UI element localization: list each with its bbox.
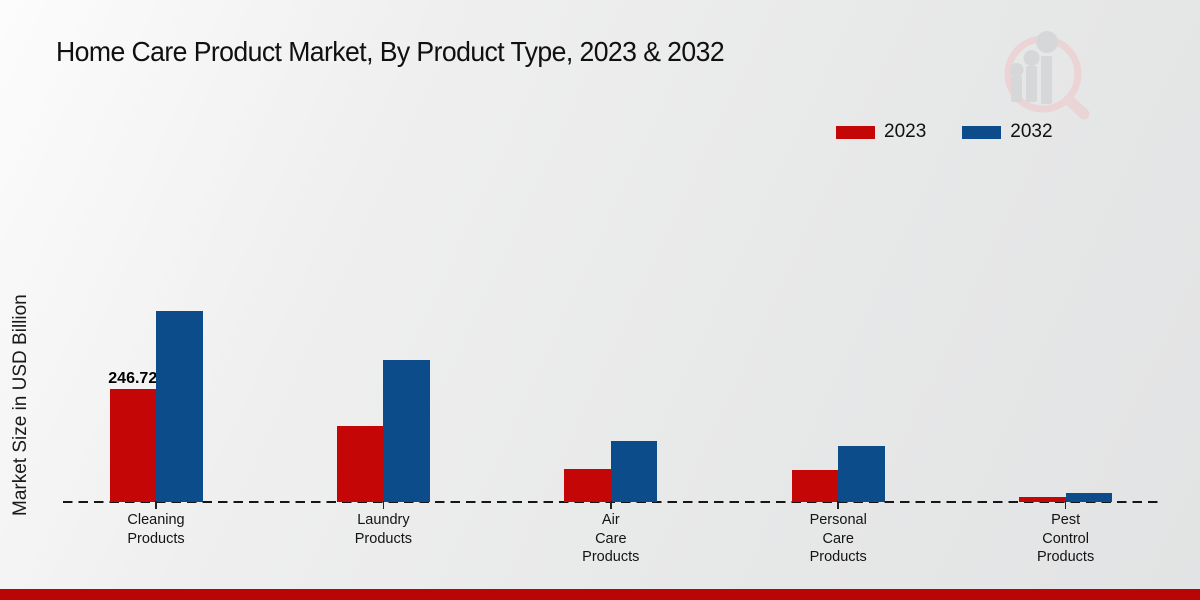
logo-dot-icon [1023, 50, 1040, 66]
bar-2032-air-care-products [610, 440, 658, 502]
page-title: Home Care Product Market, By Product Typ… [56, 36, 725, 67]
bar-2032-personal-care-products [838, 445, 885, 502]
x-axis-tick [155, 501, 157, 509]
bar-2023-cleaning-products [109, 389, 156, 502]
logo-dot-icon [1009, 63, 1024, 77]
logo-dot-icon [1036, 31, 1058, 53]
logo-bar-icon [1026, 66, 1037, 102]
legend-label-2032: 2032 [1010, 121, 1053, 142]
bar-2032-laundry-products [383, 359, 430, 502]
x-axis-tick [1064, 501, 1067, 509]
bar-value-label: 246.72 [108, 370, 158, 388]
x-axis-tick [837, 501, 839, 509]
logo-bar-icon [1041, 56, 1052, 104]
x-axis-category-label: Pest Control Products [1036, 512, 1095, 565]
x-axis-tick [610, 501, 612, 509]
bar-2023-pest-control-products [1019, 497, 1066, 502]
legend: 2023 2032 [836, 121, 1053, 143]
legend-swatch-2032 [962, 125, 1002, 139]
x-axis-category-label: Laundry Products [354, 512, 412, 547]
footer-accent-band [0, 589, 1200, 600]
legend-swatch-2023 [836, 125, 875, 139]
bar-2032-pest-control-products [1065, 493, 1113, 502]
bar-2023-air-care-products [564, 469, 611, 502]
legend-item-2032: 2032 [962, 121, 1053, 143]
magnifier-chart-logo-watermark [1004, 31, 1090, 120]
magnifier-handle-icon [1063, 94, 1090, 120]
logo-bar-icon [1011, 76, 1022, 102]
x-axis-category-label: Cleaning Products [127, 512, 185, 547]
x-axis-category-label: Personal Care Products [809, 512, 867, 565]
legend-label-2023: 2023 [884, 121, 927, 142]
x-axis-category-label: Air Care Products [582, 512, 640, 565]
bar-2032-cleaning-products [156, 310, 203, 502]
bar-2023-personal-care-products [791, 470, 839, 502]
legend-item-2023: 2023 [836, 121, 926, 143]
bar-2023-laundry-products [336, 425, 384, 502]
x-axis-tick [382, 501, 385, 509]
